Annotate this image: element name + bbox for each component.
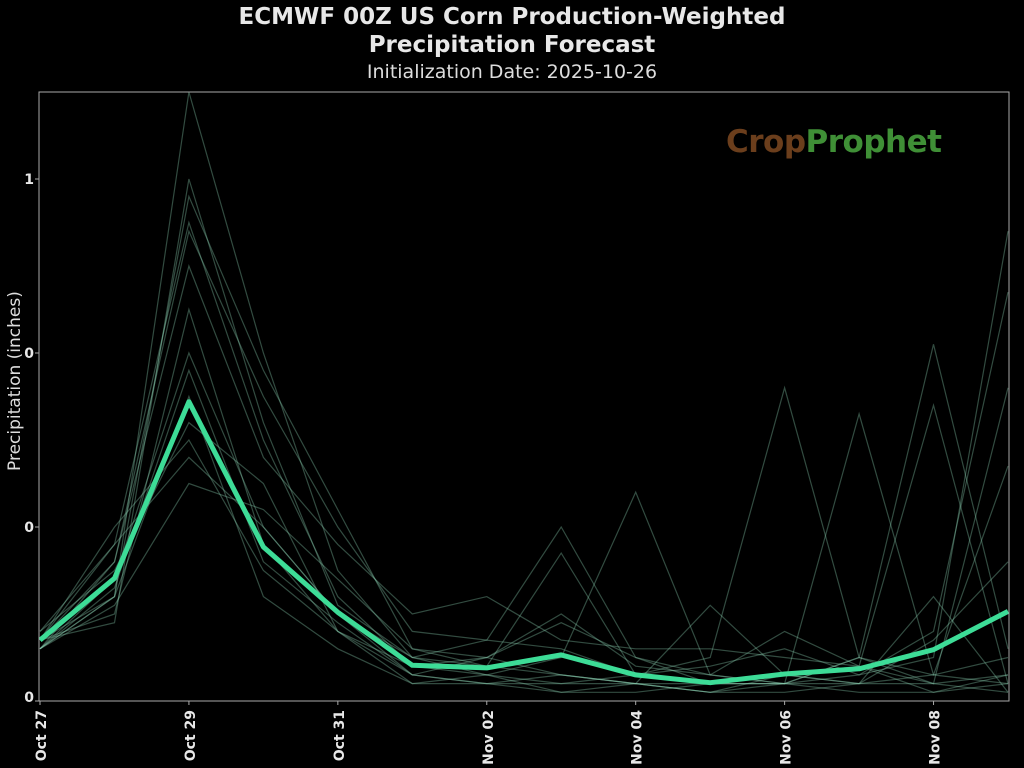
mean-line (38, 399, 1010, 686)
x-tick-label: Oct 29 (183, 710, 199, 761)
ensemble-member-line-9 (39, 291, 1009, 676)
ensemble-mean (38, 399, 1010, 686)
ensemble-member-line-10 (39, 482, 1009, 685)
x-tick-label: Nov 08 (928, 710, 944, 765)
chart-title: ECMWF 00Z US Corn Production-Weighted (238, 4, 786, 30)
chart-title-line2: Precipitation Forecast (368, 32, 656, 58)
chart-subtitle: Initialization Date: 2025-10-26 (366, 61, 658, 83)
ensemble-member-line-8 (39, 402, 1009, 684)
ensemble-member-line-14 (39, 194, 1009, 685)
x-tick-label: Nov 06 (779, 710, 795, 765)
x-tick-label: Oct 31 (332, 710, 348, 761)
ensemble-member-line-13 (39, 178, 1009, 693)
x-axis: Oct 27 Oct 29 Oct 31 Nov 02 Nov 04 Nov 06 Nov … (34, 701, 944, 765)
y-axis-label: Precipitation (inches) (5, 291, 25, 471)
y-tick-label: 0 (24, 520, 34, 536)
plot-frame (38, 91, 1010, 702)
ensemble-member-line-5 (39, 351, 1009, 685)
ensemble-member-line-11 (39, 264, 1009, 685)
y-tick-label: 0 (24, 346, 34, 362)
ensemble-member-line-4 (39, 307, 1009, 693)
y-tick-label: 0 (24, 690, 34, 706)
y-tick-label: 1 (24, 172, 34, 188)
cropprophet-logo: CropProphet (726, 124, 942, 160)
ensemble-member-line-2 (39, 229, 1009, 685)
ensemble-member-line-1 (39, 91, 1009, 693)
y-axis: 0 0 0 1 (24, 172, 39, 706)
ensemble-members (39, 91, 1009, 693)
ensemble-member-line-6 (39, 344, 1009, 693)
ensemble-member-line-3 (39, 220, 1009, 693)
ensemble-member-line-12 (39, 368, 1009, 693)
x-tick-label: Nov 02 (481, 710, 497, 765)
x-tick-label: Oct 27 (34, 710, 50, 761)
x-tick-label: Nov 04 (630, 710, 646, 765)
